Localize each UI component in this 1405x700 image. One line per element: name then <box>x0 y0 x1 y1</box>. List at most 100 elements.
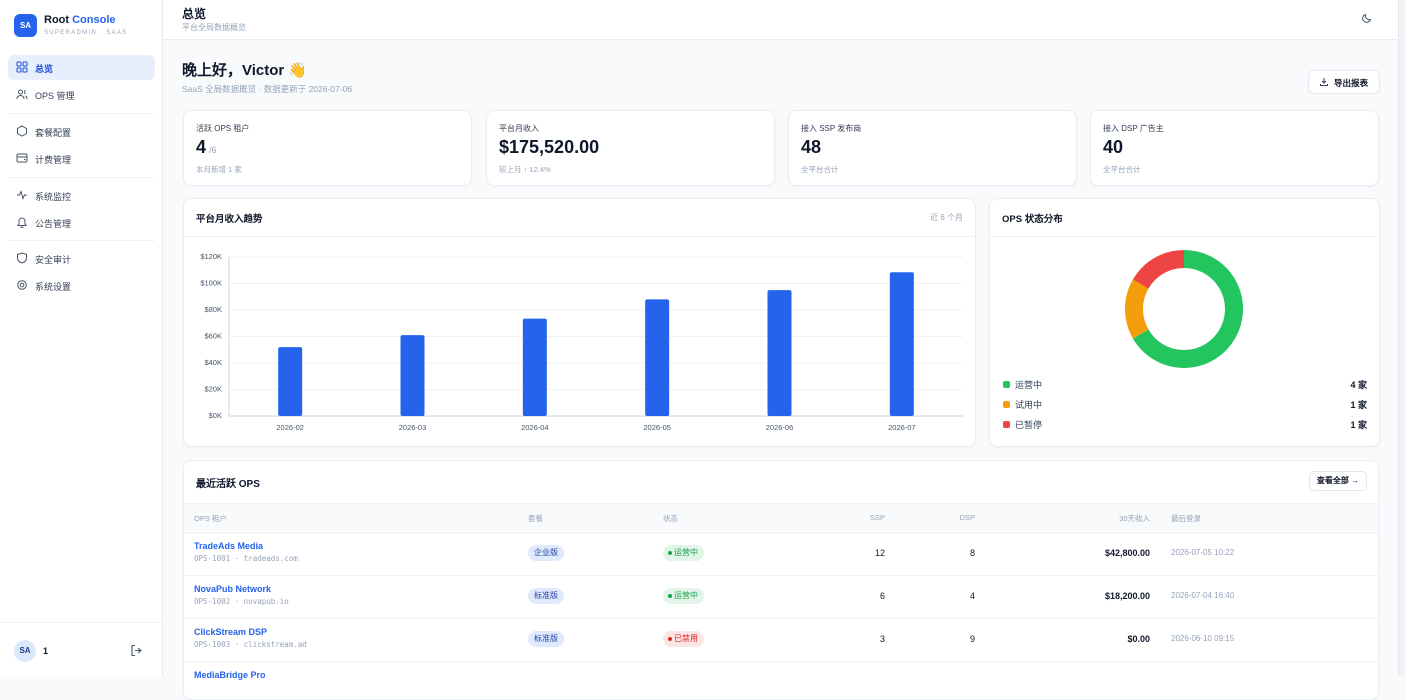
nav-item[interactable]: 套餐配置 <box>8 119 155 144</box>
ssp-count: 3 <box>879 634 885 644</box>
nav-item[interactable]: OPS 管理 <box>8 82 155 107</box>
tenant-name[interactable]: NovaPub Network <box>194 584 272 594</box>
table-header-row <box>184 503 1378 531</box>
card-divider <box>990 236 1379 237</box>
x-tick-label: 2026-05 <box>643 423 671 432</box>
nav-label: 安全审计 <box>35 255 72 265</box>
revenue: $42,800.00 <box>1104 548 1150 558</box>
x-tick-label: 2026-04 <box>521 423 549 432</box>
donut-chart <box>1125 250 1243 368</box>
tenant-id: OPS-1002 · novapub.io <box>194 597 289 606</box>
table-row <box>184 575 1378 618</box>
legend-value: 1 家 <box>1350 400 1367 410</box>
plan-badge: 标准版 <box>528 631 564 647</box>
stat-label: 活跃 OPS 租户 <box>196 124 250 133</box>
bar <box>889 272 914 416</box>
y-tick-label: $0K <box>209 411 222 420</box>
export-button[interactable]: 导出报表 <box>1308 70 1380 94</box>
stat-note: 本月新增 1 家 <box>196 165 242 174</box>
stat-card: 活跃 OPS 租户 4/6 本月新增 1 家 <box>183 110 472 186</box>
column-header: OPS 租户 <box>194 514 227 523</box>
nav-divider <box>8 113 155 114</box>
view-all-button[interactable]: 查看全部 → <box>1309 471 1367 491</box>
y-tick-label: $80K <box>204 305 222 314</box>
status-text: 运营中 <box>674 591 698 600</box>
y-tick-label: $120K <box>200 252 222 261</box>
x-tick-label: 2026-03 <box>399 423 427 432</box>
stat-value: 48 <box>801 137 821 158</box>
bar <box>278 347 303 416</box>
nav-divider <box>8 240 155 241</box>
nav-label: OPS 管理 <box>35 91 75 101</box>
top-header: 总览 平台全局数据概览 <box>163 0 1398 40</box>
stat-number: 4 <box>196 137 207 157</box>
logo: SA <box>14 14 37 37</box>
nav-label: 套餐配置 <box>35 128 72 138</box>
nav-item[interactable]: 系统监控 <box>8 183 155 208</box>
donut-segment <box>1132 250 1243 368</box>
ssp-count: 6 <box>879 591 885 601</box>
table-row <box>184 618 1378 661</box>
stat-value: $175,520.00 <box>499 137 599 158</box>
stat-value: 4/6 <box>196 137 217 158</box>
nav-label: 计费管理 <box>35 155 72 165</box>
revenue: $0.00 <box>1127 634 1150 644</box>
legend-label: 运营中 <box>1015 380 1043 390</box>
legend-value: 4 家 <box>1350 380 1367 390</box>
nav-label: 总览 <box>35 64 54 74</box>
y-tick-label: $20K <box>204 384 222 393</box>
column-header: DSP <box>959 513 975 522</box>
nav-item[interactable]: 计费管理 <box>8 146 155 171</box>
user-name: 1 <box>43 646 49 656</box>
tenant-name[interactable]: MediaBridge Pro <box>194 670 266 680</box>
bar <box>522 318 547 416</box>
stat-note: 全平台合计 <box>801 165 839 174</box>
nav-item[interactable]: 系统设置 <box>8 273 155 298</box>
bar <box>767 290 792 416</box>
dsp-count: 4 <box>969 591 975 601</box>
bar-chart: $0K $20K $40K $60K $80K $100K $120K 2026-02 2026… <box>200 252 963 432</box>
stat-number: 40 <box>1103 137 1124 157</box>
last-login: 2026-06-10 09:15 <box>1171 634 1235 643</box>
nav-item[interactable]: 总览 <box>8 55 155 80</box>
table-row <box>184 532 1378 575</box>
revenue: $18,200.00 <box>1104 591 1150 601</box>
nav-item[interactable]: 公告管理 <box>8 210 155 235</box>
column-header: 最后登录 <box>1171 514 1201 523</box>
status-dot <box>668 637 672 641</box>
ssp-count: 12 <box>874 548 885 558</box>
stat-label: 接入 SSP 发布商 <box>801 124 862 133</box>
chart-card: 平台月收入趋势 近 6 个月 $0K $20K $40K $60K $80K $100K $12… <box>183 198 976 447</box>
legend-dot <box>1003 381 1010 388</box>
stat-note: 全平台合计 <box>1103 165 1141 174</box>
stat-card: 接入 SSP 发布商 48 全平台合计 <box>788 110 1077 186</box>
brand-name: Root <box>44 14 70 26</box>
x-tick-label: 2026-06 <box>766 423 794 432</box>
greeting-subtitle: SaaS 全局数据概览 · 数据更新于 2026-07-06 <box>182 84 353 94</box>
tenant-name[interactable]: ClickStream DSP <box>194 627 268 637</box>
y-tick-label: $40K <box>204 358 222 367</box>
theme-toggle[interactable] <box>1361 12 1373 24</box>
stat-number: 48 <box>801 137 822 157</box>
nav-item[interactable]: 安全审计 <box>8 246 155 271</box>
last-login: 2026-07-05 10:22 <box>1171 548 1235 557</box>
legend-dot <box>1003 401 1010 408</box>
legend-label: 试用中 <box>1015 400 1043 410</box>
donut-segment <box>1125 279 1149 339</box>
stat-note: 较上月 ↑ 12.4% <box>499 165 551 174</box>
chart-note: 近 6 个月 <box>930 213 963 222</box>
status-dot <box>668 551 672 555</box>
nav-label: 系统设置 <box>35 282 72 292</box>
tenant-name[interactable]: TradeAds Media <box>194 541 264 551</box>
logout-button[interactable] <box>130 644 143 657</box>
nav-label: 系统监控 <box>35 192 72 202</box>
brand-accent: Console <box>72 14 116 26</box>
header-title: 总览 <box>182 7 207 21</box>
stat-card: 平台月收入 $175,520.00 较上月 ↑ 12.4% <box>486 110 775 186</box>
status-dot <box>668 594 672 598</box>
status-badge: 运营中 <box>663 545 704 561</box>
stat-number: $175,520.00 <box>499 137 600 157</box>
brand-subtitle: SUPERADMIN · SAAS <box>44 30 128 36</box>
scrollbar <box>1398 0 1405 676</box>
dsp-count: 9 <box>969 634 975 644</box>
